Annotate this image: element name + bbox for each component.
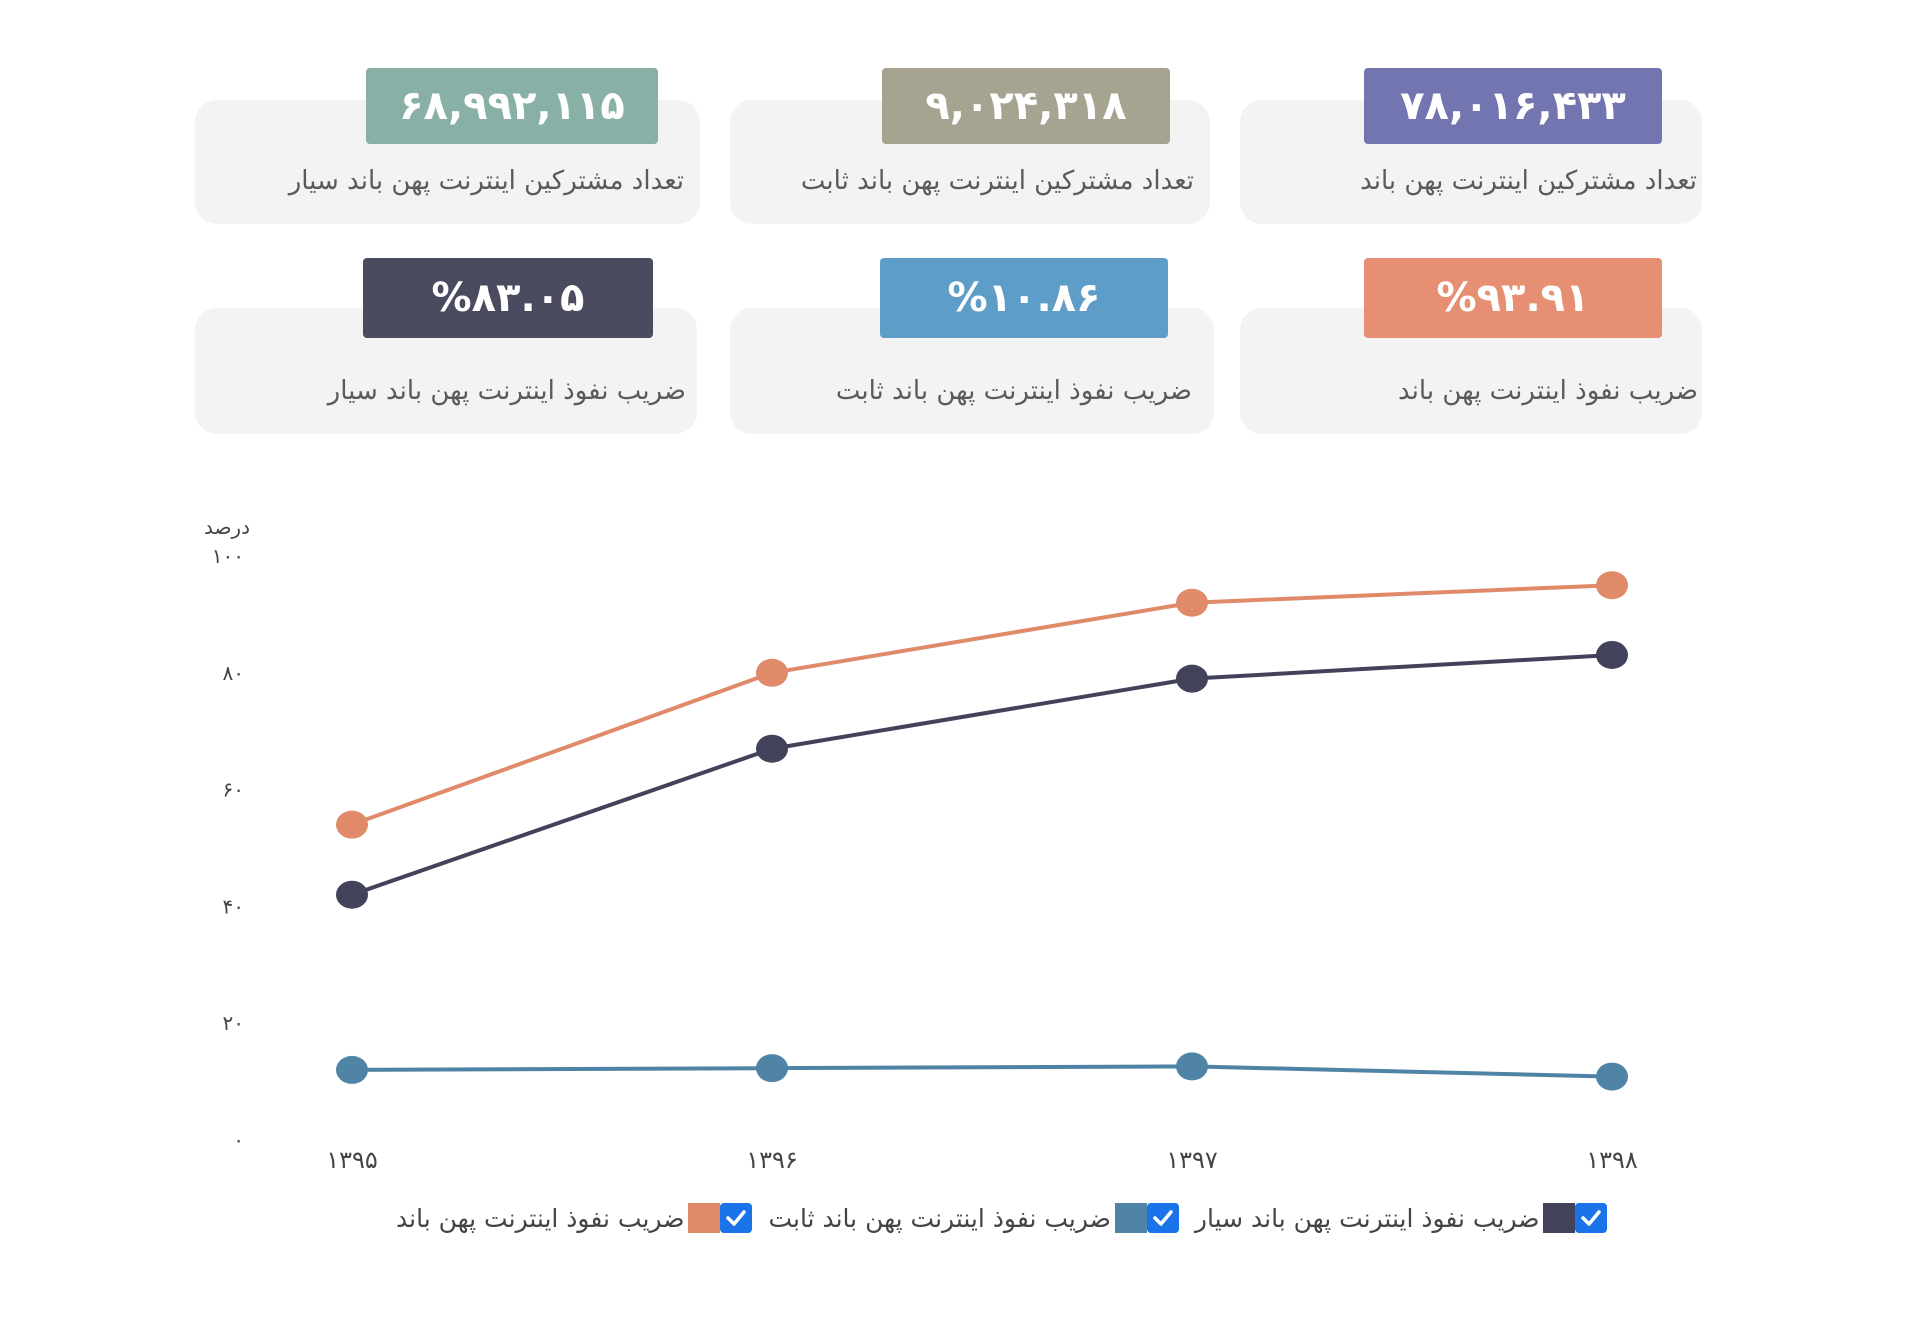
x-tick-label: ۱۳۹۵ [326,1146,378,1174]
fixed-penetration-label: ضریب نفوذ اینترنت پهن باند ثابت [835,376,1192,406]
series-line [351,1064,1613,1079]
fixed-subscribers-label: تعداد مشترکین اینترنت پهن باند ثابت [800,166,1194,196]
data-point[interactable] [756,1054,788,1083]
mobile-penetration-label: ضریب نفوذ اینترنت پهن باند سیار [327,376,686,406]
legend-label-fixed: ضریب نفوذ اینترنت پهن باند ثابت [768,1203,1111,1233]
checkmark-icon [1581,1210,1602,1226]
data-point[interactable] [1596,1062,1628,1091]
checkmark-icon [726,1210,747,1226]
data-point[interactable] [1596,571,1628,600]
series-line [351,583,1613,827]
x-tick-label: ۱۳۹۷ [1166,1146,1218,1174]
broadband-penetration-label: ضریب نفوذ اینترنت پهن باند [1398,376,1698,406]
broadband-penetration-value: %۹۳.۹۱ [1364,258,1662,338]
legend-checkbox-fixed[interactable] [1146,1203,1179,1233]
series-points [336,571,1628,1091]
x-tick-label: ۱۳۹۸ [1586,1146,1638,1174]
legend-label-mobile: ضریب نفوذ اینترنت پهن باند سیار [1194,1203,1540,1233]
data-point[interactable] [1176,1052,1208,1081]
series-line [351,652,1613,897]
mobile-penetration-value: %۸۳.۰۵ [363,258,653,338]
data-point[interactable] [1176,664,1208,693]
fixed-penetration-value: %۱۰.۸۶ [880,258,1168,338]
fixed-subscribers-value: ۹,۰۲۴,۳۱۸ [882,68,1170,144]
chart-legend: ضریب نفوذ اینترنت پهن باند ضریب نفوذ این… [380,1196,1620,1240]
mobile-subscribers-value: ۶۸,۹۹۲,۱۱۵ [366,68,658,144]
mobile-subscribers-label: تعداد مشترکین اینترنت پهن باند سیار [288,166,684,196]
y-axis-title: درصد [204,515,250,539]
legend-item-mobile[interactable]: ضریب نفوذ اینترنت پهن باند سیار [1187,1203,1608,1233]
data-point[interactable] [336,810,368,839]
x-tick-label: ۱۳۹۶ [746,1146,798,1174]
broadband-subscribers-label: تعداد مشترکین اینترنت پهن باند [1360,166,1697,196]
data-point[interactable] [1176,588,1208,617]
y-tick-label: ۶۰ [223,778,244,802]
y-tick-label: ۱۰۰ [212,544,244,568]
x-axis-ticks: ۱۳۹۵ ۱۳۹۶ ۱۳۹۷ ۱۳۹۸ [326,1146,1638,1174]
legend-swatch-mobile [1543,1203,1576,1233]
data-point[interactable] [756,658,788,687]
legend-swatch-fixed [1114,1203,1147,1233]
legend-item-fixed[interactable]: ضریب نفوذ اینترنت پهن باند ثابت [760,1203,1179,1233]
checkmark-icon [1153,1210,1173,1226]
y-axis-ticks: ۰ ۲۰ ۴۰ ۶۰ ۸۰ ۱۰۰ [212,544,244,1152]
legend-label-broadband: ضریب نفوذ اینترنت پهن باند [396,1203,685,1233]
data-point[interactable] [756,734,788,763]
y-tick-label: ۰ [233,1128,244,1152]
legend-checkbox-mobile[interactable] [1575,1203,1608,1233]
data-point[interactable] [336,880,368,909]
y-tick-label: ۴۰ [223,894,244,918]
legend-swatch-broadband [688,1203,721,1233]
legend-item-broadband[interactable]: ضریب نفوذ اینترنت پهن باند [388,1203,753,1233]
series-lines [351,583,1613,1079]
data-point[interactable] [1596,640,1628,669]
legend-checkbox-broadband[interactable] [720,1203,753,1233]
y-tick-label: ۸۰ [223,661,244,685]
y-tick-label: ۲۰ [223,1011,244,1035]
broadband-subscribers-value: ۷۸,۰۱۶,۴۳۳ [1364,68,1662,144]
data-point[interactable] [336,1055,368,1084]
